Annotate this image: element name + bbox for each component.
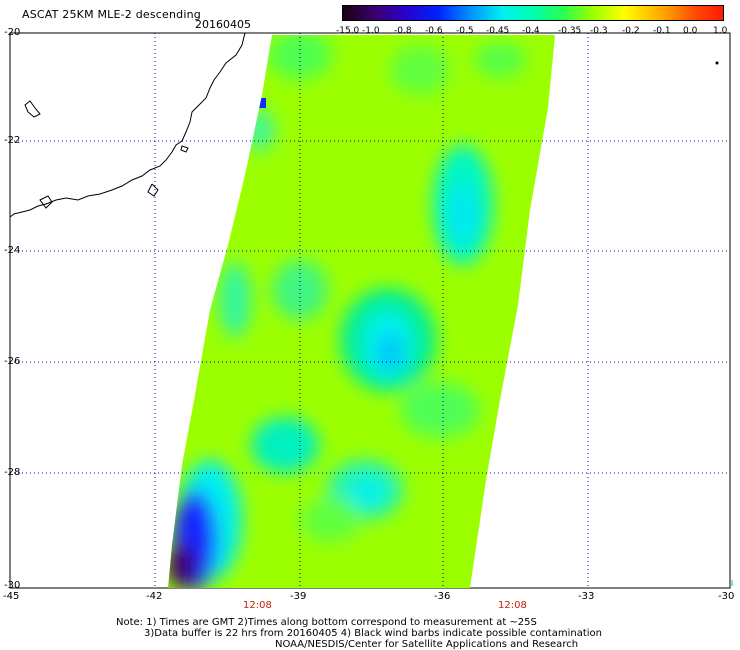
colorbar-label: -1.0 [362,26,380,36]
grid [10,33,730,588]
colorbar-label: -0.5 [456,26,474,36]
coastline [9,32,246,218]
time-marker-left: 12:08 [243,600,272,611]
colorbar-label: -0.3 [590,26,608,36]
coastline-bay [147,183,159,197]
y-tick-label: -30 [4,580,21,591]
lake-outline [24,100,41,118]
plot-title: ASCAT 25KM MLE-2 descending [22,8,201,21]
lake-outline [39,195,53,209]
colorbar-label: -0.1 [653,26,671,36]
x-tick-label: -36 [434,591,451,602]
colorbar-label: 1.0 [713,26,728,36]
colorbar-label: -0.45 [486,26,510,36]
colorbar [342,5,724,21]
x-tick-label: -42 [146,591,163,602]
wind-swath [168,35,555,588]
plot-date: 20160405 [195,18,251,31]
x-tick-label: -33 [578,591,595,602]
x-tick-label: -39 [290,591,307,602]
note-line-3: NOAA/NESDIS/Center for Satellite Applica… [275,639,579,650]
colorbar-label: -0.35 [558,26,582,36]
time-marker-right: 12:08 [498,600,527,611]
colorbar-label: 0.0 [683,26,698,36]
y-tick-label: -28 [4,467,21,478]
coastline-island [180,145,189,153]
x-tick-label: -30 [718,591,735,602]
colorbar-label: -0.4 [522,26,540,36]
note-line-2: 3)Data buffer is 22 hrs from 20160405 4)… [144,628,602,639]
y-tick-label: -24 [4,245,21,256]
y-tick-label: -20 [4,27,21,38]
note-line-1: Note: 1) Times are GMT 2)Times along bot… [116,617,537,628]
colorbar-label: -0.6 [425,26,443,36]
y-tick-label: -26 [4,356,21,367]
island-dot [715,61,719,65]
colorbar-label: -0.2 [622,26,640,36]
y-tick-label: -22 [4,135,21,146]
colorbar-label: -0.8 [394,26,412,36]
colorbar-label: -15.0 [336,26,360,36]
x-tick-label: -45 [3,591,20,602]
